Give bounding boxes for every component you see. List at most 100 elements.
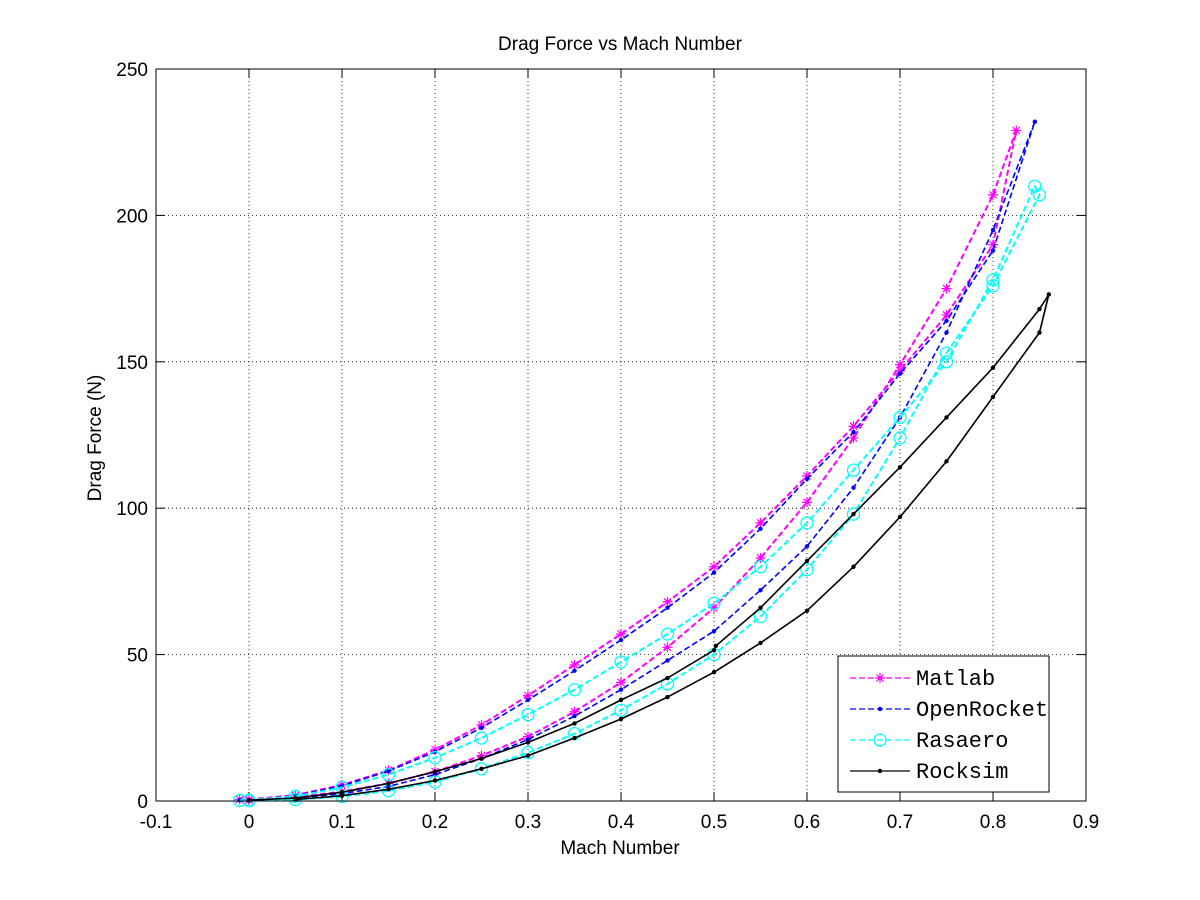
rocksim-point	[572, 735, 577, 741]
rocksim-point	[851, 564, 856, 569]
rasaero-point	[1032, 188, 1047, 202]
legend-swatch-marker	[873, 733, 887, 747]
rocksim-point	[525, 753, 531, 758]
matlab-point	[523, 731, 533, 742]
legend-swatch-marker	[877, 768, 883, 774]
rocksim-point	[897, 465, 903, 470]
x-axis-label: Mach Number	[560, 838, 680, 859]
openrocket-point	[758, 526, 763, 531]
rasaero-point	[753, 609, 768, 624]
rocksim-point	[432, 778, 438, 783]
openrocket-point	[665, 605, 670, 610]
rocksim-point	[339, 793, 345, 798]
rocksim-point	[804, 558, 810, 564]
rasaero-line	[239, 185, 1041, 802]
rasaero-point	[428, 751, 442, 765]
matlab-point	[616, 629, 626, 640]
series-rasaero	[233, 179, 1047, 808]
x-tick-label: 0.3	[515, 812, 541, 833]
rocksim-point	[525, 740, 531, 745]
x-tick-label: 0.4	[608, 812, 635, 833]
openrocket-point	[990, 248, 996, 253]
legend-label: Rasaero	[916, 729, 1008, 754]
rasaero-point	[474, 731, 489, 745]
rocksim-point	[990, 365, 996, 370]
matlab-point	[802, 497, 812, 508]
matlab-point	[662, 642, 673, 653]
rasaero-point	[986, 279, 1000, 293]
rasaero-point	[893, 410, 907, 425]
rocksim-point	[479, 756, 484, 761]
rasaero-point	[381, 767, 396, 782]
matlab-point	[941, 283, 952, 294]
matlab-point	[988, 189, 998, 200]
rocksim-point	[758, 640, 763, 646]
matlab-line	[239, 129, 1018, 802]
rocksim-point	[758, 605, 763, 610]
matlab-point	[476, 719, 487, 730]
legend-entry-rocksim: Rocksim	[850, 760, 1008, 785]
matlab-point	[848, 432, 859, 443]
rasaero-point	[567, 683, 582, 697]
rocksim-point	[572, 721, 577, 726]
matlab-point	[755, 517, 766, 528]
matlab-point	[848, 421, 859, 432]
matlab-point	[523, 690, 533, 701]
matlab-point	[709, 602, 719, 613]
openrocket-point	[711, 628, 717, 634]
rocksim-point	[665, 675, 670, 681]
matlab-point	[802, 470, 812, 481]
rocksim-point	[804, 608, 810, 613]
rocksim-point	[711, 648, 717, 653]
rocksim-point	[386, 781, 391, 786]
rasaero-point	[893, 431, 907, 445]
matlab-point	[988, 239, 998, 250]
y-tick-label: 200	[116, 206, 148, 227]
rocksim-point	[1037, 330, 1042, 335]
legend-entry-rasaero: Rasaero	[850, 729, 1008, 754]
matlab-point	[616, 677, 626, 688]
rocksim-point	[665, 694, 670, 700]
rocksim-point	[339, 790, 345, 795]
rasaero-point	[521, 707, 535, 722]
openrocket-point	[804, 476, 810, 482]
x-tick-label: 0.2	[422, 812, 448, 833]
openrocket-point	[525, 697, 531, 703]
rasaero-point	[614, 655, 628, 669]
rasaero-point	[846, 507, 861, 521]
legend: Matlab OpenRocket Rasaero Rocksim	[837, 655, 1050, 793]
openrocket-point	[711, 570, 717, 575]
rasaero-point	[800, 563, 814, 577]
axes-frame	[155, 68, 1087, 802]
matlab-point	[476, 750, 487, 761]
openrocket-point	[990, 227, 996, 233]
rocksim-point	[386, 787, 391, 792]
rocksim-point	[711, 669, 717, 675]
y-tick-label: 0	[137, 792, 148, 813]
matlab-point	[895, 359, 905, 370]
rasaero-point	[986, 273, 1000, 287]
matlab-point	[569, 659, 580, 670]
matlab-point	[709, 561, 719, 572]
matlab-point	[895, 365, 905, 376]
y-axis-label: Drag Force (N)	[85, 375, 106, 502]
matlab-point	[569, 706, 580, 717]
openrocket-point	[944, 330, 949, 335]
legend-label: Rocksim	[916, 760, 1008, 785]
rocksim-point	[618, 716, 624, 722]
rasaero-point	[614, 703, 628, 717]
rasaero-point	[939, 355, 954, 369]
openrocket-point	[572, 668, 577, 673]
rocksim-point	[897, 514, 903, 520]
openrocket-point	[851, 429, 856, 435]
rocksim-point	[479, 766, 484, 771]
x-tick-label: 0.8	[980, 812, 1006, 833]
rocksim-point	[246, 797, 252, 803]
rasaero-point	[233, 793, 247, 808]
rasaero-point	[707, 596, 721, 611]
plot-area: -0.1 0 0.1 0.2 0.3 0.4 0.5 0.6 0.7 0.8 0.905010015…	[116, 60, 1099, 833]
openrocket-point	[897, 371, 903, 376]
y-tick-label: 50	[127, 646, 148, 667]
y-tick-label: 100	[116, 499, 148, 520]
